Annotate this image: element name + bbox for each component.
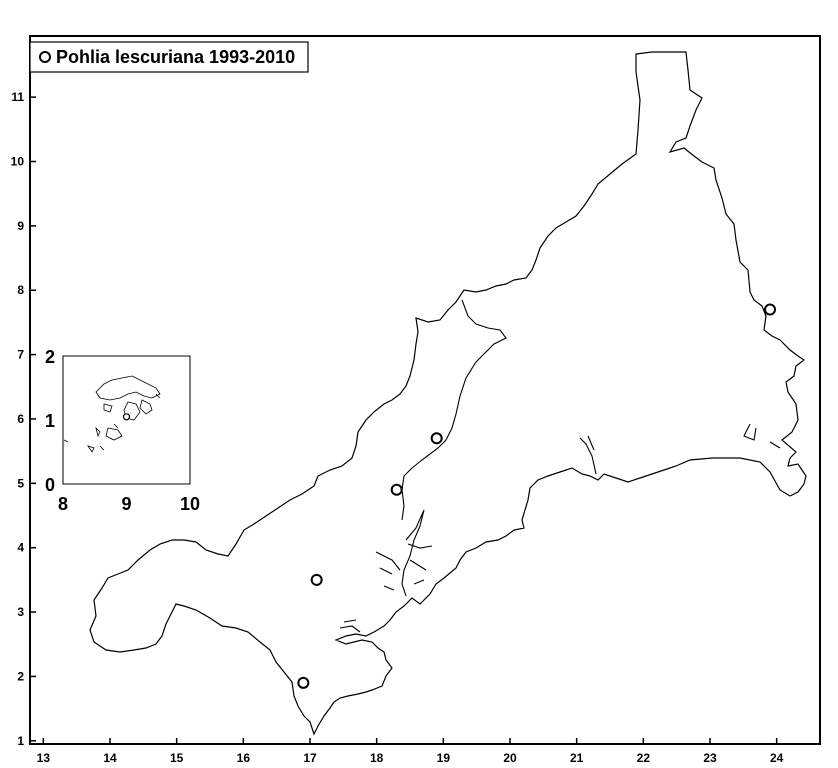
y-tick-label: 11 [11, 90, 24, 104]
y-tick-label: 7 [17, 348, 24, 362]
y-tick-label: 3 [17, 605, 24, 619]
record-point [297, 676, 310, 689]
map-frame [29, 35, 821, 745]
north-estuary [401, 299, 507, 521]
x-tick-label: 13 [37, 751, 51, 765]
inset-record-point [122, 413, 131, 421]
inset-y-tick-label: 2 [45, 347, 55, 367]
x-tick-label: 23 [703, 751, 717, 765]
x-tick-label: 14 [103, 751, 117, 765]
y-tick-label: 2 [17, 669, 24, 683]
x-tick-label: 16 [237, 751, 251, 765]
x-tick-label: 19 [437, 751, 451, 765]
y-tick-label: 4 [17, 541, 24, 555]
x-tick-label: 15 [170, 751, 184, 765]
legend-label: Pohlia lescuriana 1993-2010 [56, 47, 295, 67]
x-tick-label: 20 [503, 751, 517, 765]
x-tick-label: 21 [570, 751, 584, 765]
y-tick-label: 9 [17, 219, 24, 233]
record-point [390, 483, 403, 496]
inset-x-tick-label: 10 [180, 494, 200, 514]
record-point [310, 573, 323, 586]
inset-y-tick-label: 0 [45, 475, 55, 495]
x-tick-label: 22 [637, 751, 651, 765]
x-tick-label: 17 [303, 751, 317, 765]
record-point [430, 432, 443, 445]
y-tick-label: 8 [17, 283, 24, 297]
y-tick-label: 10 [11, 155, 25, 169]
inset-islands [63, 375, 161, 453]
y-axis: 1 2 3 4 5 6 7 8 9 10 11 [11, 90, 36, 748]
legend-box [29, 41, 309, 73]
legend-marker-icon [39, 51, 51, 63]
inset-isles-of-scilly: 8 9 10 0 1 2 [45, 347, 200, 514]
y-tick-label: 5 [17, 476, 24, 490]
x-axis: 13 14 15 16 17 18 19 20 21 22 23 24 [37, 738, 784, 765]
x-tick-label: 24 [770, 751, 784, 765]
record-point [764, 303, 776, 316]
record-points [297, 303, 776, 689]
inset-x-tick-label: 9 [121, 494, 131, 514]
legend: Pohlia lescuriana 1993-2010 [29, 41, 309, 73]
coastline-outline [89, 51, 807, 736]
inset-x-tick-label: 8 [58, 494, 68, 514]
y-tick-label: 6 [17, 412, 24, 426]
x-tick-label: 18 [370, 751, 384, 765]
estuary-creeks [339, 423, 781, 633]
y-tick-label: 1 [17, 734, 24, 748]
inset-y-tick-label: 1 [45, 411, 55, 431]
